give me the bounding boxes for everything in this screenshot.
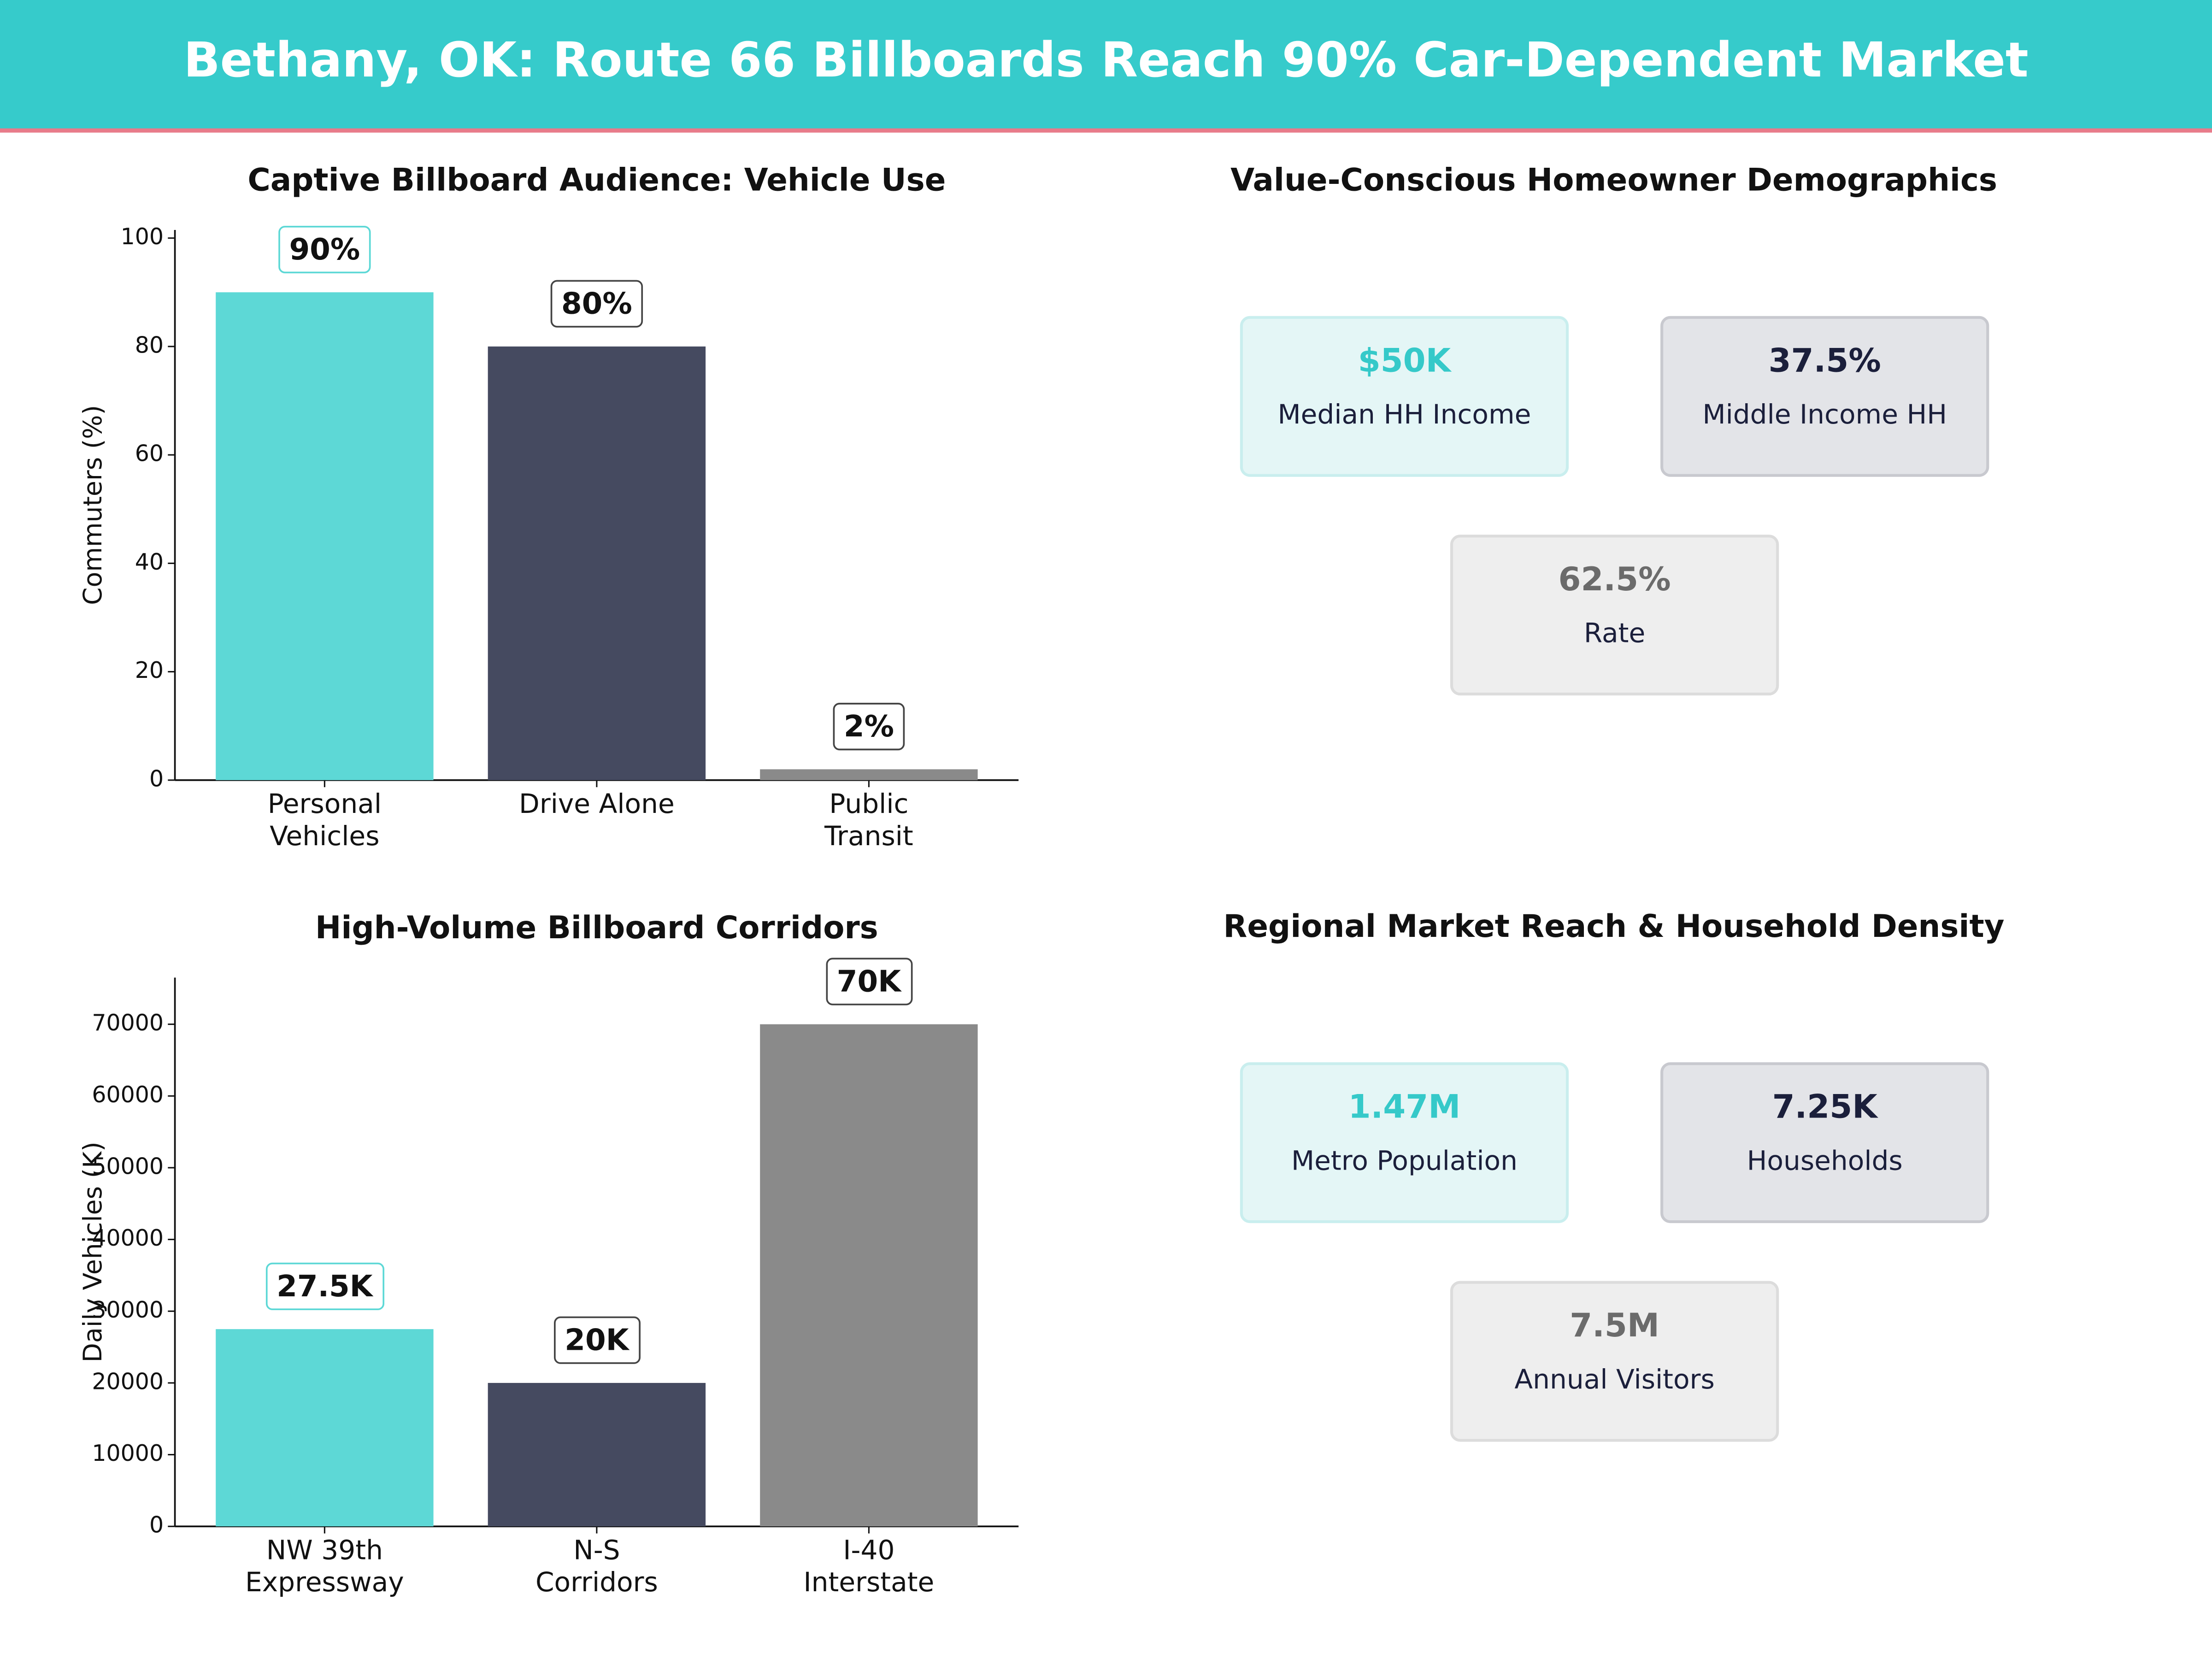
text-line: Public — [829, 788, 908, 819]
x-tick-label: I-40 Interstate — [804, 1534, 935, 1598]
text-line: Transit — [824, 820, 913, 852]
panel-title: Value-Conscious Homeowner Demographics — [1230, 161, 1997, 198]
bar — [216, 1329, 434, 1527]
bar — [216, 292, 434, 780]
value-label: 27.5K — [265, 1262, 385, 1311]
panel-title: Regional Market Reach & Household Densit… — [1224, 908, 2005, 944]
value-label: 2% — [833, 703, 905, 751]
value-label-box — [826, 958, 913, 1006]
kpi-label: Households — [1747, 1145, 1903, 1177]
value-label-text: 20K — [565, 1323, 629, 1358]
header-rule — [0, 128, 2212, 133]
kpi-value: 1.47M — [1348, 1088, 1461, 1126]
y-tick-label: 0 — [149, 1512, 164, 1538]
kpi-label: Rate — [1584, 618, 1645, 649]
kpi-value: 7.25K — [1772, 1088, 1879, 1126]
y-tick-label: 20000 — [92, 1368, 164, 1394]
page-title: Bethany, OK: Route 66 Billboards Reach 9… — [183, 32, 2028, 88]
value-label-text: 2% — [844, 709, 894, 744]
kpi-card — [1660, 1062, 1989, 1224]
kpi-card — [1240, 1062, 1569, 1224]
kpi-label: Median HH Income — [1277, 399, 1531, 430]
header-band — [0, 0, 2212, 130]
chart-title: Captive Billboard Audience: Vehicle Use — [247, 161, 946, 198]
kpi-label: Annual Visitors — [1514, 1364, 1714, 1395]
value-label-box — [833, 703, 905, 751]
value-label-text: 80% — [561, 287, 632, 321]
kpi-card — [1660, 316, 1989, 477]
y-tick-label: 40 — [135, 549, 164, 575]
text-line: Expressway — [245, 1566, 404, 1598]
x-tick-label: Personal Vehicles — [268, 788, 382, 852]
y-tick-label: 70000 — [92, 1010, 164, 1036]
value-label-text: 27.5K — [276, 1269, 374, 1304]
kpi-card — [1450, 535, 1779, 696]
value-label-text: 90% — [289, 232, 360, 267]
bar — [488, 1382, 706, 1527]
value-label-text: 70K — [837, 964, 902, 999]
kpi-value: 37.5% — [1769, 341, 1881, 379]
y-tick-label: 30000 — [92, 1297, 164, 1323]
y-axis-label: Daily Vehicles (K) — [78, 1141, 107, 1362]
x-tick-label: Drive Alone — [519, 788, 675, 819]
kpi-label: Middle Income HH — [1702, 399, 1947, 430]
kpi-card — [1240, 316, 1569, 477]
x-tick-label: N-S Corridors — [535, 1534, 658, 1598]
value-label-box — [554, 1316, 641, 1364]
value-label: 80% — [550, 280, 643, 328]
value-label: 70K — [826, 958, 913, 1006]
kpi-value: 62.5% — [1558, 560, 1671, 598]
text-line: Interstate — [804, 1566, 935, 1598]
kpi-card — [1450, 1281, 1779, 1442]
bar — [760, 1024, 978, 1527]
text-line: I-40 — [843, 1534, 894, 1565]
y-tick-label: 100 — [121, 224, 164, 250]
y-tick-label: 40000 — [92, 1225, 164, 1251]
value-label: 90% — [278, 225, 371, 274]
y-tick-label: 0 — [149, 765, 164, 792]
bar — [488, 346, 706, 780]
kpi-label: Metro Population — [1291, 1145, 1518, 1177]
kpi-value: $50K — [1358, 341, 1452, 379]
text-line: Personal — [268, 788, 382, 819]
y-tick-label: 80 — [135, 332, 164, 358]
bar — [760, 769, 978, 780]
y-tick-label: 60 — [135, 441, 164, 467]
value-label-box — [278, 225, 371, 274]
y-tick-label: 60000 — [92, 1082, 164, 1108]
y-tick-label: 50000 — [92, 1153, 164, 1179]
x-tick-label: Public Transit — [824, 788, 913, 852]
x-tick-label: NW 39th Expressway — [245, 1534, 404, 1598]
y-tick-label: 10000 — [92, 1440, 164, 1466]
text-line: N-S — [573, 1534, 620, 1565]
kpi-value: 7.5M — [1570, 1306, 1659, 1344]
y-axis-label: Commuters (%) — [78, 405, 107, 605]
text-line: NW 39th — [266, 1534, 383, 1565]
chart-title: High-Volume Billboard Corridors — [315, 909, 878, 946]
text-line: Vehicles — [270, 820, 379, 852]
y-tick-label: 20 — [135, 657, 164, 683]
value-label-box — [265, 1262, 385, 1311]
value-label: 20K — [554, 1316, 641, 1364]
text-line: Corridors — [535, 1566, 658, 1598]
value-label-box — [550, 280, 643, 328]
